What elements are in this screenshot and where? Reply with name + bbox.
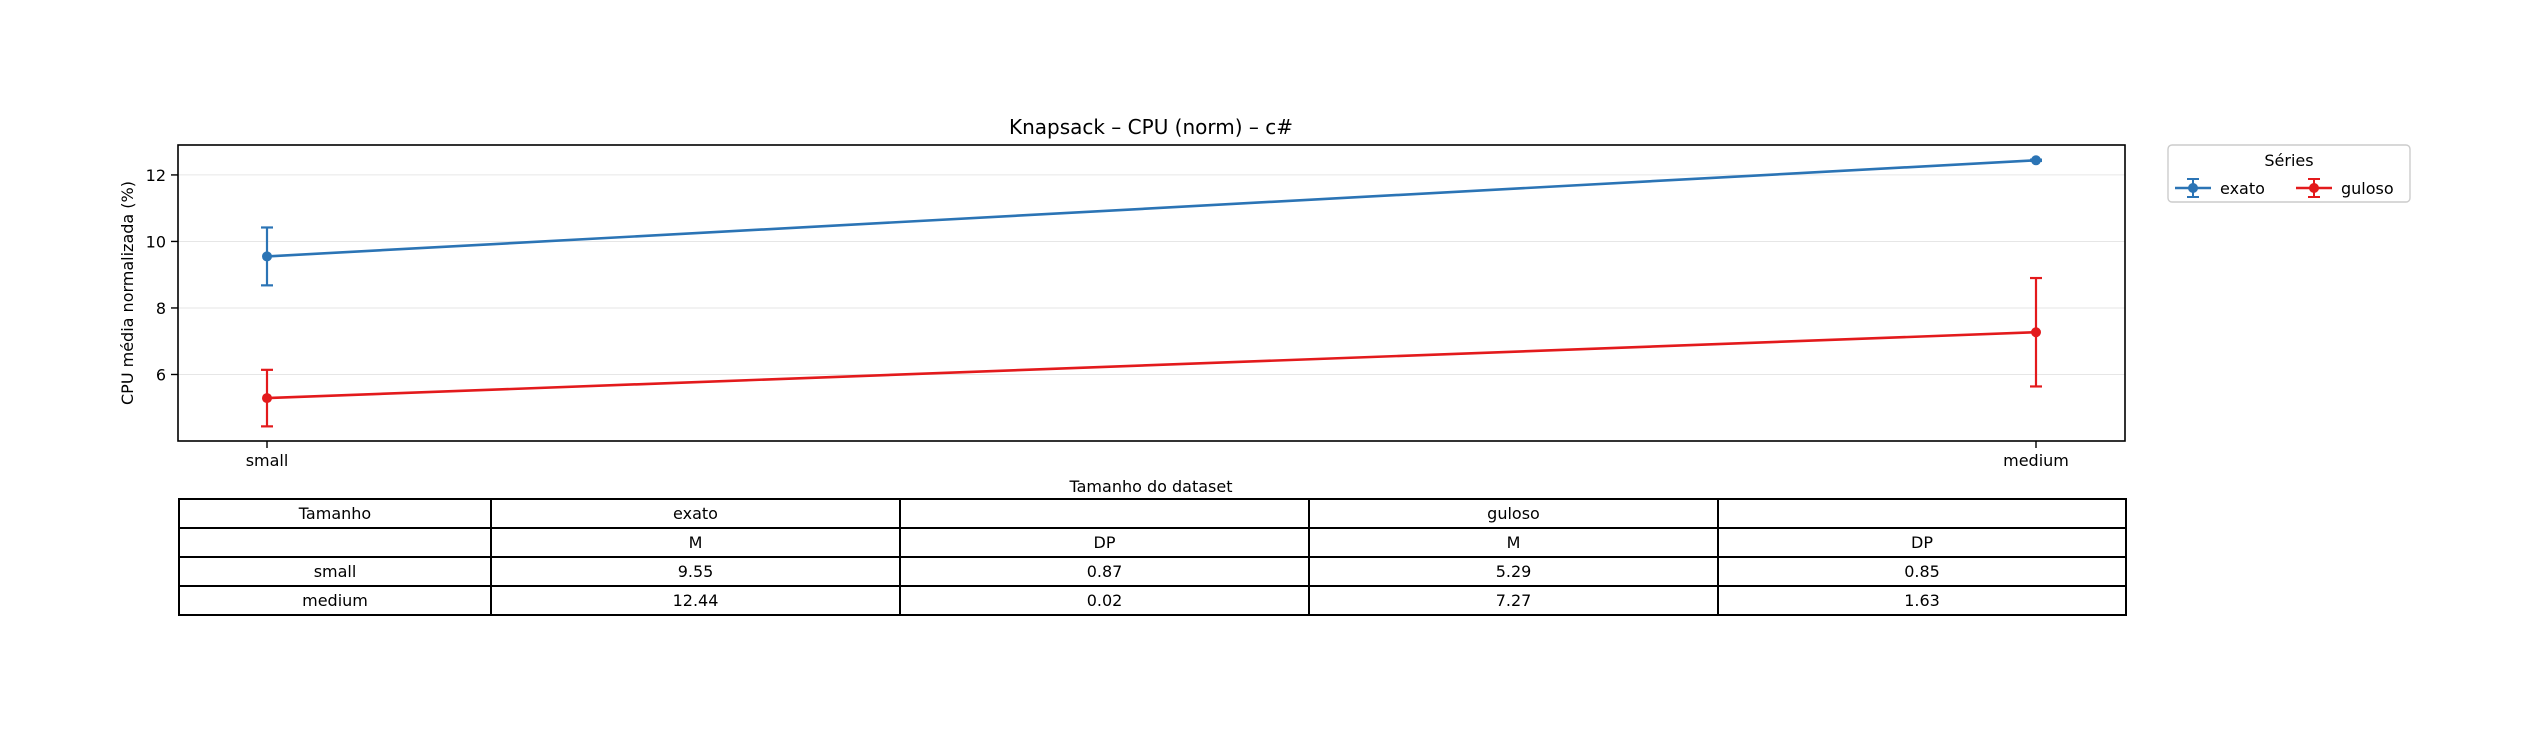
y-axis-label: CPU média normalizada (%) xyxy=(118,181,137,405)
y-tick-label: 10 xyxy=(146,232,166,251)
data-point-guloso xyxy=(262,393,272,404)
table-cell: Tamanho xyxy=(178,498,492,529)
y-tick-label: 8 xyxy=(156,299,166,318)
legend-items: exato guloso xyxy=(2175,178,2394,198)
table-cell: medium xyxy=(178,585,492,616)
table-cell: 12.44 xyxy=(490,585,901,616)
table-row: medium 12.44 0.02 7.27 1.63 xyxy=(178,585,2127,616)
axes: 6 8 10 12 small medium xyxy=(146,166,2069,470)
table-cell: 0.87 xyxy=(899,556,1310,587)
series-line-exato xyxy=(266,159,2037,258)
legend-swatch-marker xyxy=(2188,183,2198,193)
table-cell: DP xyxy=(899,527,1310,558)
legend-box xyxy=(2167,144,2411,203)
series-line-guloso xyxy=(266,330,2037,400)
legend-label: exato xyxy=(2220,179,2265,198)
x-tick-label: small xyxy=(246,451,289,470)
table-row: small 9.55 0.87 5.29 0.85 xyxy=(178,556,2127,587)
legend-title: Séries xyxy=(2264,151,2313,170)
y-tick-label: 12 xyxy=(146,166,166,185)
data-table: Tamanho exato guloso M DP M DP small 9.5… xyxy=(178,498,2127,616)
data-point-exato xyxy=(262,251,272,262)
table-cell: exato xyxy=(490,498,901,529)
data-point-guloso xyxy=(2031,327,2041,338)
chart-title: Knapsack – CPU (norm) – c# xyxy=(1009,115,1293,139)
table-cell: 1.63 xyxy=(1717,585,2127,616)
legend-label: guloso xyxy=(2341,179,2394,198)
x-axis-label: Tamanho do dataset xyxy=(1069,477,1233,496)
table-cell: 0.02 xyxy=(899,585,1310,616)
data-point-exato xyxy=(2031,155,2041,166)
y-tick-label: 6 xyxy=(156,365,166,384)
legend: Séries exato guloso xyxy=(2167,144,2411,203)
table-subheader-row: M DP M DP xyxy=(178,527,2127,558)
table-cell: small xyxy=(178,556,492,587)
table-header-row: Tamanho exato guloso xyxy=(178,498,2127,529)
table-cell: guloso xyxy=(1308,498,1719,529)
table-cell: 7.27 xyxy=(1308,585,1719,616)
plot-area xyxy=(178,145,2125,441)
table-cell: M xyxy=(1308,527,1719,558)
x-tick-label: medium xyxy=(2003,451,2069,470)
legend-swatch-marker xyxy=(2309,183,2319,193)
table-cell: DP xyxy=(1717,527,2127,558)
table-cell: 9.55 xyxy=(490,556,901,587)
table-cell: M xyxy=(490,527,901,558)
table-cell xyxy=(1717,498,2127,529)
table-cell: 5.29 xyxy=(1308,556,1719,587)
table-cell: 0.85 xyxy=(1717,556,2127,587)
series-layer xyxy=(261,155,2042,428)
plot-frame xyxy=(177,144,2126,442)
grid-lines xyxy=(178,174,2125,375)
table-cell xyxy=(899,498,1310,529)
table-cell xyxy=(178,527,492,558)
